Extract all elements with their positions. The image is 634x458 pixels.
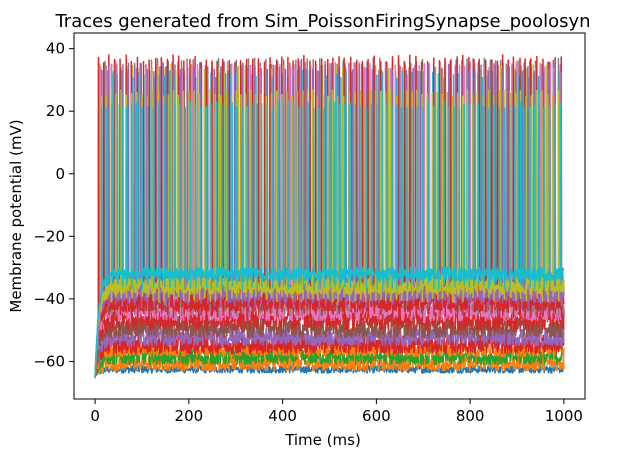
x-tick-label: 1000 — [545, 407, 583, 425]
plot-frame — [73, 32, 586, 400]
y-tick-label: −20 — [33, 227, 65, 245]
trace-line-7 — [94, 304, 565, 377]
trace-line-16 — [94, 101, 565, 377]
x-tick-label: 400 — [268, 407, 297, 425]
chart-title: Traces generated from Sim_PoissonFiringS… — [54, 11, 590, 32]
y-tick-label: 40 — [46, 40, 65, 58]
y-tick-label: −60 — [33, 352, 65, 370]
x-axis-label: Time (ms) — [284, 431, 361, 449]
x-tick-label: 200 — [175, 407, 204, 425]
traces-group — [94, 54, 565, 379]
x-tick-label: 0 — [90, 407, 100, 425]
x-tick-label: 600 — [362, 407, 391, 425]
x-axis: 0 200 400 600 800 1000 — [90, 399, 583, 425]
y-axis-label: Membrane potential (mV) — [7, 119, 25, 312]
trace-line-14 — [94, 63, 565, 378]
trace-line-2 — [94, 348, 565, 378]
trace-line-5 — [94, 326, 565, 378]
y-tick-label: 20 — [46, 102, 65, 120]
x-tick-label: 800 — [456, 407, 485, 425]
y-tick-label: 0 — [55, 165, 65, 183]
y-tick-label: −40 — [33, 290, 65, 308]
y-axis: −60 −40 −20 0 20 40 — [33, 40, 74, 370]
trace-line-15 — [94, 88, 565, 379]
